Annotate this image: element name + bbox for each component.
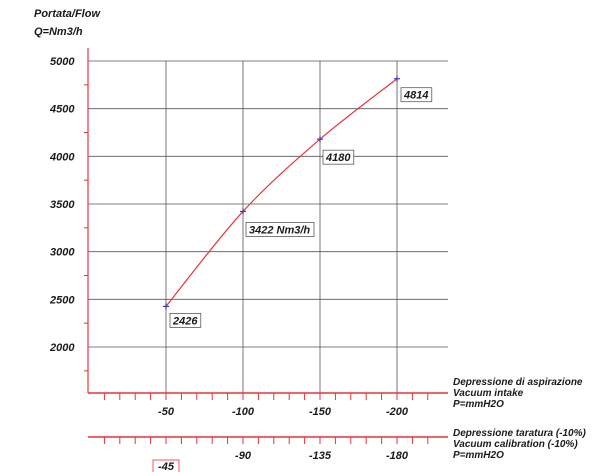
x-axis-1-caption-line3: P=mmH2O [453, 399, 504, 410]
plot-area [163, 75, 400, 310]
x-axis-2-caption-line1: Depressione taratura (-10%) [453, 428, 586, 439]
y-axis-title-line2: Q=Nm3/h [34, 26, 83, 38]
x-axis-2-caption-line2: Vacuum calibration (-10%) [453, 439, 578, 450]
x-axis-vacuum-calibration: -45 -90 -135 -180 [88, 436, 448, 472]
y-tick-label: 3000 [50, 247, 75, 259]
x-axis-1-tick-label: -150 [309, 406, 332, 418]
y-tick-label: 4500 [49, 104, 75, 116]
y-tick-label: 2500 [49, 294, 75, 306]
data-labels: 2426 3422 Nm3/h 4180 4814 [169, 87, 433, 328]
series-line [165, 78, 398, 307]
y-axis-title-line1: Portata/Flow [34, 8, 101, 20]
data-label-box [169, 313, 202, 328]
data-label: 4180 [325, 152, 351, 164]
x-axis-2-tick-label: -180 [386, 450, 409, 462]
x-axis-1-tick-label: -200 [386, 406, 409, 418]
x-axis-2-tick-label: -90 [235, 450, 252, 462]
y-tick-label: 5000 [50, 56, 75, 68]
y-tick-label: 4000 [49, 151, 75, 163]
data-label-box [245, 222, 315, 237]
x-axis-2-tick-label: -135 [309, 450, 332, 462]
data-label: 4814 [403, 90, 428, 102]
x-axis-1-tick-label: -50 [158, 406, 175, 418]
y-tick-label: 3500 [50, 199, 75, 211]
x-axis-1-tick-label: -100 [232, 406, 255, 418]
data-label-box [322, 149, 355, 165]
x-axis-1-caption-line1: Depressione di aspirazione [453, 377, 583, 388]
x-axis-vacuum-intake: -50 -100 -150 -200 [88, 392, 448, 418]
data-label: 2426 [172, 315, 198, 327]
x-axis-2-tick-label: -45 [158, 461, 175, 472]
y-tick-label: 2000 [49, 342, 75, 354]
data-label-box [400, 87, 433, 103]
x-axis-1-caption: Depressione di aspirazione Vacuum intake… [453, 377, 583, 410]
data-label: 3422 Nm3/h [249, 224, 310, 236]
grid [88, 60, 448, 393]
x-axis-2-caption: Depressione taratura (-10%) Vacuum calib… [453, 428, 586, 461]
y-axis: 5000 4500 4000 3500 3000 2500 2000 [49, 48, 89, 393]
x-axis-2-caption-line3: P=mmH2O [453, 450, 504, 461]
x-axis-1-caption-line2: Vacuum intake [453, 388, 524, 399]
x-axis-2-highlight-box [152, 459, 180, 472]
